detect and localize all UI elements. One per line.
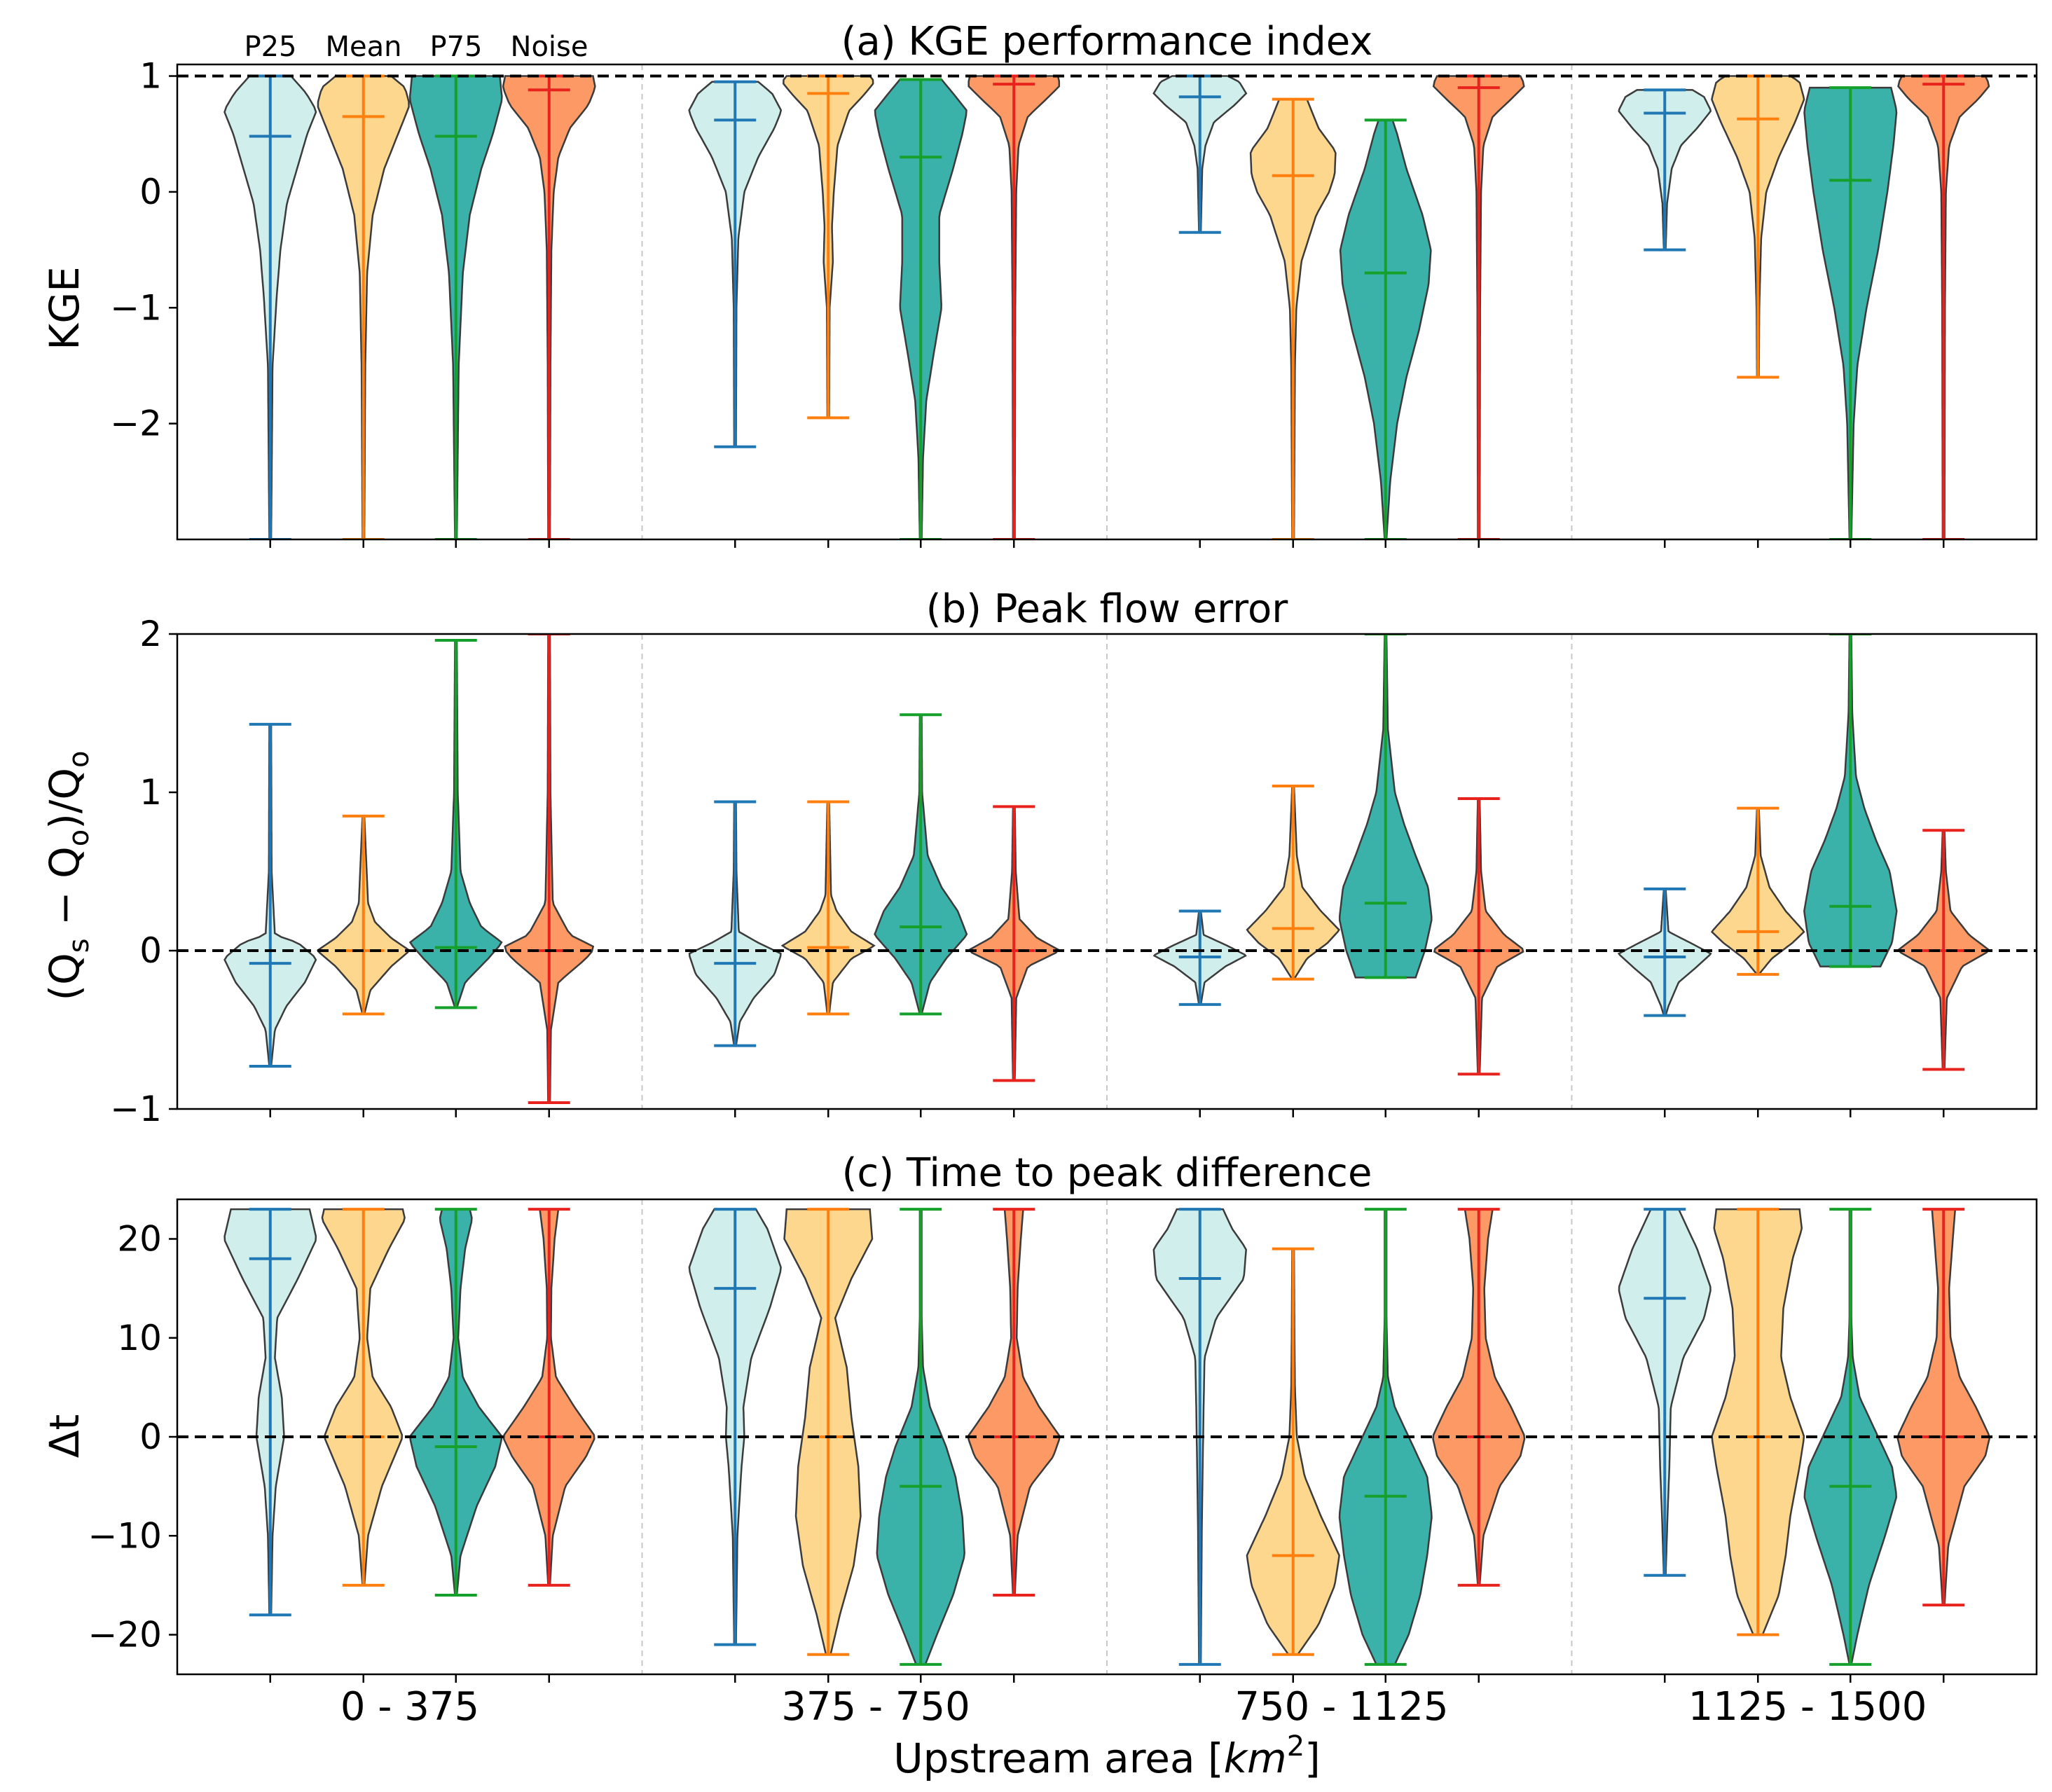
violin-p25-4 <box>1618 88 1712 251</box>
plot-area <box>223 1208 1991 1666</box>
violin-p25-3 <box>1152 909 1247 1006</box>
violin-p25-3 <box>1152 74 1248 234</box>
y-tick-label: −10 <box>88 1515 162 1556</box>
violin-noise-2 <box>968 805 1060 1082</box>
violin-p25-2 <box>688 800 782 1047</box>
violin-p75-4 <box>1803 634 1898 968</box>
x-category-label: 750 - 1125 <box>1234 1684 1448 1730</box>
violin-mean-3 <box>1249 97 1337 539</box>
y-tick-label: 20 <box>117 1219 162 1260</box>
violin-mean-2 <box>780 800 876 1016</box>
y-tick-label: 0 <box>139 172 162 212</box>
violin-noise-4 <box>1896 829 1990 1071</box>
x-category-label: 375 - 750 <box>781 1684 970 1730</box>
violin-p75-3 <box>1338 634 1433 979</box>
violin-mean-2 <box>783 1208 874 1656</box>
panel-c-title: (c) Time to peak difference <box>842 1150 1372 1196</box>
violin-noise-3 <box>1433 797 1524 1076</box>
violin-mean-4 <box>1710 806 1805 976</box>
violin-noise-3 <box>1432 74 1525 539</box>
violin-p75-2 <box>874 713 968 1016</box>
violin-p25-1 <box>223 722 317 1068</box>
violin-mean-3 <box>1246 1247 1340 1656</box>
y-tick-label: −2 <box>110 404 162 444</box>
violin-mean-4 <box>1711 74 1805 379</box>
legend-label-noise: Noise <box>511 31 588 63</box>
violin-p25-2 <box>688 80 783 448</box>
x-axis-label: Upstream area [km2] <box>893 1730 1321 1782</box>
violin-noise-2 <box>967 1208 1061 1597</box>
violin-noise-4 <box>1897 74 1990 539</box>
plot-area <box>223 634 1990 1104</box>
y-tick-label: −1 <box>110 1089 162 1129</box>
legend-label-p25: P25 <box>244 31 296 63</box>
panel-a-ylabel: KGE <box>41 266 88 350</box>
y-tick-label: 0 <box>139 1417 162 1457</box>
violin-p25-2 <box>688 1208 782 1646</box>
violin-p25-4 <box>1618 1208 1712 1577</box>
violin-noise-1 <box>502 1208 595 1587</box>
violin-noise-1 <box>504 634 595 1104</box>
y-tick-label: 10 <box>117 1318 162 1358</box>
violin-mean-2 <box>783 74 874 420</box>
y-tick-label: 2 <box>139 614 162 654</box>
violin-noise-3 <box>1432 1208 1526 1587</box>
violin-p25-1 <box>223 1208 317 1617</box>
panel-frame <box>176 63 2038 541</box>
y-tick-label: 1 <box>139 772 162 813</box>
violin-p75-3 <box>1339 118 1432 539</box>
panel-c-ylabel: Δt <box>41 1414 88 1458</box>
violin-mean-4 <box>1711 1208 1805 1636</box>
violin-p75-4 <box>1803 86 1898 539</box>
violin-mean-3 <box>1246 784 1341 981</box>
panel-b-title: (b) Peak flow error <box>926 586 1289 632</box>
violin-noise-1 <box>502 74 596 539</box>
panel-frame <box>176 633 2038 1110</box>
panel-c-time-to-peak: 20 10 0 −10 −20 <box>88 1198 2038 1683</box>
panel-a-title: (a) KGE performance index <box>841 19 1373 64</box>
violin-noise-2 <box>968 74 1061 539</box>
violin-p25-4 <box>1617 887 1712 1017</box>
panel-b-ylabel: (Qs − Qo)/Qo <box>41 750 95 1000</box>
violin-mean-1 <box>317 74 410 539</box>
violin-mean-1 <box>316 814 411 1016</box>
violin-noise-4 <box>1896 1208 1991 1607</box>
x-category-label: 0 - 375 <box>340 1684 479 1730</box>
y-tick-label: 0 <box>139 930 162 971</box>
violin-p75-1 <box>408 74 503 539</box>
violin-p75-3 <box>1338 1208 1433 1666</box>
y-tick-label: −20 <box>88 1615 162 1655</box>
panel-a-kge: 1 0 −1 −2 <box>110 56 2038 548</box>
violin-mean-1 <box>321 1208 406 1587</box>
x-category-label: 1125 - 1500 <box>1688 1684 1927 1730</box>
legend-label-mean: Mean <box>326 31 402 63</box>
violin-p75-1 <box>408 1208 503 1597</box>
violin-p25-1 <box>223 74 317 539</box>
y-tick-label: 1 <box>139 56 162 97</box>
legend-label-p75: P75 <box>429 31 482 63</box>
panel-b-peak-flow-error: 2 1 0 −1 <box>110 614 2038 1129</box>
plot-area <box>223 74 1990 539</box>
violin-p75-1 <box>408 639 503 1009</box>
y-tick-label: −1 <box>110 287 162 328</box>
violin-p75-2 <box>874 78 968 539</box>
